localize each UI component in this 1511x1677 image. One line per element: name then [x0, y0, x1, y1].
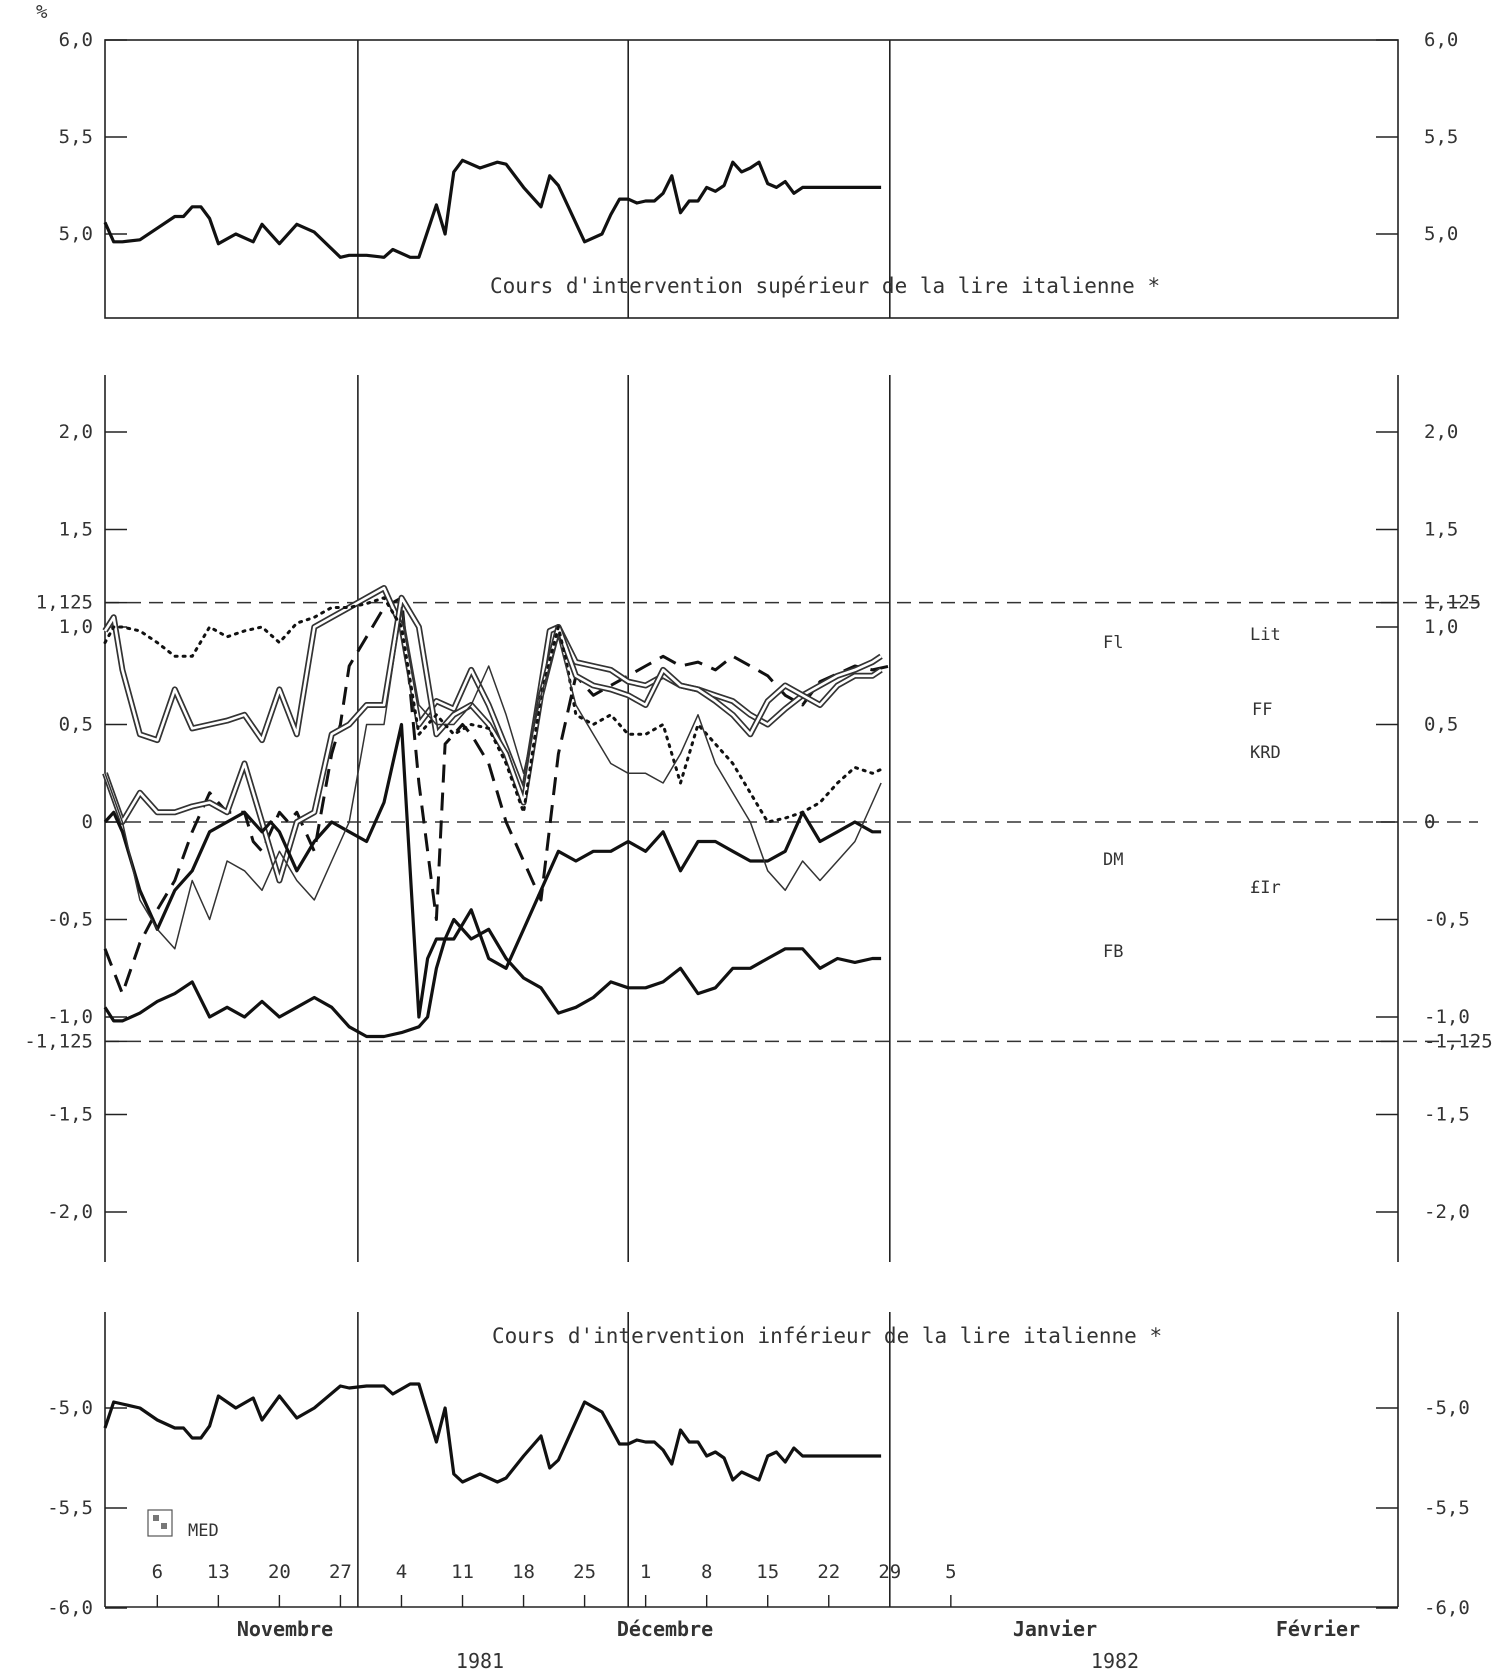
x-tick-label: 15 [756, 1561, 779, 1583]
series-line-fl [103, 596, 891, 996]
x-tick-label: 27 [329, 1561, 352, 1583]
series-line-dm [103, 722, 882, 1019]
x-tick-label: 11 [451, 1561, 474, 1583]
y-tick-label-right: -5,5 [1424, 1497, 1470, 1519]
series-label-ff: FF [1252, 700, 1272, 720]
y-tick-label-right: -1,0 [1424, 1006, 1470, 1028]
series-label-krd: KRD [1250, 743, 1281, 763]
series-lines [102, 158, 891, 1484]
series-line-panel2 [103, 1382, 882, 1484]
series-line-lit [102, 585, 883, 796]
month-label: Novembre [237, 1617, 333, 1641]
y-tick-label-left: 5,0 [59, 223, 93, 245]
series-label-fb: FB [1103, 942, 1123, 962]
x-tick-label: 5 [945, 1561, 956, 1583]
y-tick-label-left: -5,0 [47, 1397, 93, 1419]
y-tick-label-left: 6,0 [59, 29, 93, 51]
reference-lines [105, 601, 1478, 1043]
y-tick-label-left: 0 [82, 811, 93, 833]
x-tick-label: 22 [817, 1561, 840, 1583]
y-tick-label-left: 1,0 [59, 616, 93, 638]
y-tick-label-left: 1,125 [36, 592, 93, 614]
y-tick-label-left: -1,125 [24, 1030, 93, 1052]
month-label: Février [1276, 1617, 1360, 1641]
x-tick-label: 4 [396, 1561, 407, 1583]
series-label-lit: Lit [1250, 625, 1281, 645]
y-tick-label-right: 2,0 [1424, 421, 1458, 443]
caption-lower-intervention: Cours d'intervention inférieur de la lir… [492, 1324, 1162, 1348]
y-tick-label-left: -2,0 [47, 1201, 93, 1223]
series-line-krd [103, 596, 883, 824]
y-tick-label-right: 0,5 [1424, 714, 1458, 736]
series-label-fl: Fl [1103, 633, 1123, 653]
x-tick-label: 20 [268, 1561, 291, 1583]
y-tick-label-left: -1,0 [47, 1006, 93, 1028]
series-line-panel0 [103, 158, 882, 259]
y-tick-label-right: -5,0 [1424, 1397, 1470, 1419]
y-tick-label-right: -0,5 [1424, 909, 1470, 931]
series-label-eir: £Ir [1250, 878, 1281, 898]
y-tick-label-right: 5,5 [1424, 126, 1458, 148]
x-tick-label: 25 [573, 1561, 596, 1583]
x-tick-label: 13 [207, 1561, 230, 1583]
series-line-ir [104, 606, 882, 950]
y-tick-label-left: 0,5 [59, 714, 93, 736]
y-tick-label-left: -0,5 [47, 909, 93, 931]
month-label: Janvier [1013, 1617, 1097, 1641]
y-tick-label-right: 0 [1424, 811, 1435, 833]
top-panel-frame [104, 39, 1399, 319]
x-tick-label: 6 [152, 1561, 163, 1583]
y-tick-label-left: -5,5 [47, 1497, 93, 1519]
unit-label: % [36, 1, 48, 23]
y-tick-label-right: -1,125 [1424, 1030, 1493, 1052]
year-label: 1981 [456, 1649, 504, 1673]
y-tick-label-right: 6,0 [1424, 29, 1458, 51]
svg-text:MED: MED [188, 1521, 219, 1541]
y-axis-ticks: 6,0 6,0 5,5 5,5 5,0 5,0 2,0 2,0 1,5 1,5 1,125 1,125… [24, 29, 1492, 1619]
x-tick-label: 8 [701, 1561, 712, 1583]
y-tick-label-right: -1,5 [1424, 1104, 1470, 1126]
y-tick-label-left: -6,0 [47, 1597, 93, 1619]
year-label: 1982 [1091, 1649, 1139, 1673]
y-tick-label-left: -1,5 [47, 1104, 93, 1126]
y-tick-label-left: 5,5 [59, 126, 93, 148]
y-tick-label-right: 1,125 [1424, 592, 1481, 614]
series-label-dm: DM [1103, 850, 1123, 870]
x-tick-label: 29 [878, 1561, 901, 1583]
series-line-fb [103, 917, 882, 1039]
series-line-ff-inner [103, 596, 882, 882]
y-tick-label-left: 1,5 [59, 519, 93, 541]
y-tick-label-right: 1,0 [1424, 616, 1458, 638]
x-tick-label: 1 [640, 1561, 651, 1583]
month-label: Décembre [617, 1617, 713, 1641]
y-tick-label-right: -2,0 [1424, 1201, 1470, 1223]
y-tick-label-right: 1,5 [1424, 519, 1458, 541]
y-tick-label-left: 2,0 [59, 421, 93, 443]
y-tick-label-right: 5,0 [1424, 223, 1458, 245]
caption-upper-intervention: Cours d'intervention supérieur de la lir… [490, 274, 1160, 298]
med-logo: MED [147, 1509, 219, 1541]
x-tick-label: 18 [512, 1561, 535, 1583]
series-line-lit-inner [103, 586, 882, 795]
y-tick-label-right: -6,0 [1424, 1597, 1470, 1619]
series-line-ff [102, 594, 883, 884]
